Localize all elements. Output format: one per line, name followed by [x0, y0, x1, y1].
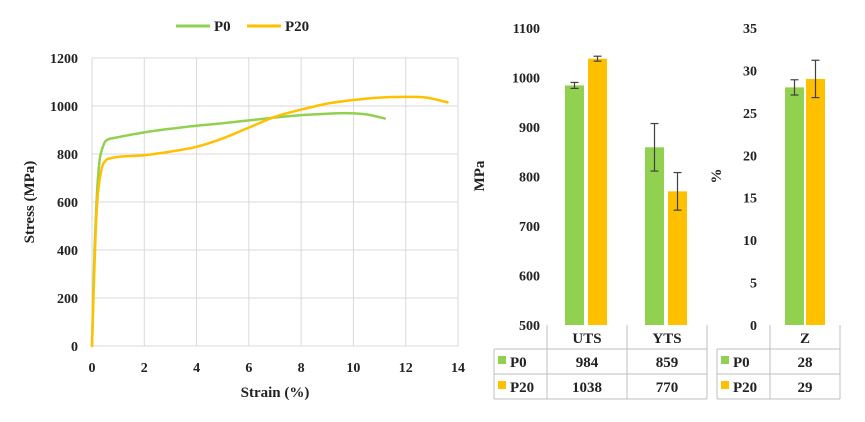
legend-key-p0 [721, 356, 729, 364]
bar-p0-uts [565, 85, 584, 325]
table-cell: 29 [798, 380, 813, 396]
reduction-of-area-bar-chart: 0 5 10 15 20 25 30 35 % Z P0 28 P20 29 [709, 22, 841, 400]
table-cell: 1038 [572, 380, 602, 396]
plot-area-border [91, 57, 459, 347]
y-tick-label: 25 [743, 107, 757, 122]
x-tick-labels: 0 2 4 6 8 10 12 14 [89, 361, 466, 376]
table-row-label-p0: P0 [733, 355, 750, 371]
bar-p20-yts [668, 191, 687, 325]
y-axis-label: % [709, 169, 725, 184]
stress-strain-chart: 0 200 400 600 800 1000 1200 0 2 4 6 8 10 12 14 Strain… [22, 19, 465, 401]
x-tick-label: 8 [298, 361, 305, 376]
y-tick-label: 800 [519, 171, 540, 186]
y-tick-label: 10 [743, 234, 757, 249]
table-header-z: Z [800, 331, 810, 347]
y-tick-label: 1000 [512, 72, 540, 87]
y-tick-label: 0 [71, 340, 78, 355]
table-cell: 859 [656, 355, 679, 371]
legend-key-p20 [721, 381, 729, 389]
data-table: UTS YTS P0 984 859 P20 1038 770 [493, 325, 708, 400]
table-header-yts: YTS [652, 331, 681, 347]
table-cell: 770 [656, 380, 679, 396]
gridlines [91, 57, 459, 347]
y-tick-label: 1000 [50, 100, 78, 115]
bar-p0-z [785, 87, 804, 326]
y-tick-labels: 0 5 10 15 20 25 30 35 [743, 22, 757, 334]
y-tick-label: 1200 [50, 52, 78, 67]
y-tick-label: 800 [57, 148, 78, 163]
y-tick-label: 35 [743, 22, 757, 37]
y-tick-label: 400 [57, 244, 78, 259]
legend-key-p0 [498, 356, 506, 364]
y-tick-label: 30 [743, 64, 757, 79]
y-tick-label: 15 [743, 192, 757, 207]
x-tick-label: 12 [399, 361, 413, 376]
y-axis-label: MPa [472, 160, 488, 191]
y-tick-label: 1100 [513, 22, 540, 37]
y-tick-label: 600 [519, 270, 540, 285]
legend-label-p20: P20 [285, 19, 309, 35]
x-tick-label: 2 [141, 361, 148, 376]
x-tick-label: 6 [245, 361, 252, 376]
y-tick-label: 5 [750, 277, 757, 292]
table-row-label-p0: P0 [510, 355, 527, 371]
series-line-p20 [90, 95, 449, 348]
y-tick-labels: 0 200 400 600 800 1000 1200 [50, 52, 78, 355]
y-tick-label: 20 [743, 149, 757, 164]
table-header-uts: UTS [572, 331, 601, 347]
x-tick-label: 4 [193, 361, 200, 376]
table-cell: 984 [576, 355, 599, 371]
y-axis-label: Stress (MPa) [22, 161, 38, 244]
bar-p20-uts [588, 58, 607, 325]
x-tick-label: 14 [451, 361, 465, 376]
bars [785, 78, 825, 326]
x-axis-label: Strain (%) [241, 385, 310, 401]
table-cell: 28 [798, 355, 813, 371]
legend: P0 P20 [176, 19, 309, 35]
bar-p20-z [806, 78, 825, 326]
table-row-label-p20: P20 [510, 380, 534, 396]
legend-label-p0: P0 [214, 19, 231, 35]
error-bars [790, 59, 820, 99]
series-line-p0 [90, 111, 387, 348]
bars [565, 58, 687, 325]
x-tick-label: 0 [89, 361, 96, 376]
bar-p0-yts [645, 147, 664, 325]
x-tick-label: 10 [346, 361, 360, 376]
y-tick-label: 700 [519, 220, 540, 235]
y-tick-label: 600 [57, 196, 78, 211]
table-row-label-p20: P20 [733, 380, 757, 396]
y-tick-label: 200 [57, 292, 78, 307]
y-tick-label: 900 [519, 121, 540, 136]
strength-bar-chart: 500 600 700 800 900 1000 1100 MPa UTS YTS P0 9… [472, 22, 708, 400]
series-lines [90, 95, 449, 348]
y-tick-label: 0 [750, 319, 757, 334]
error-bars [570, 55, 682, 211]
y-tick-labels: 500 600 700 800 900 1000 1100 [512, 22, 540, 334]
legend-key-p20 [498, 381, 506, 389]
data-table: Z P0 28 P20 29 [716, 325, 841, 400]
y-tick-label: 500 [519, 319, 540, 334]
